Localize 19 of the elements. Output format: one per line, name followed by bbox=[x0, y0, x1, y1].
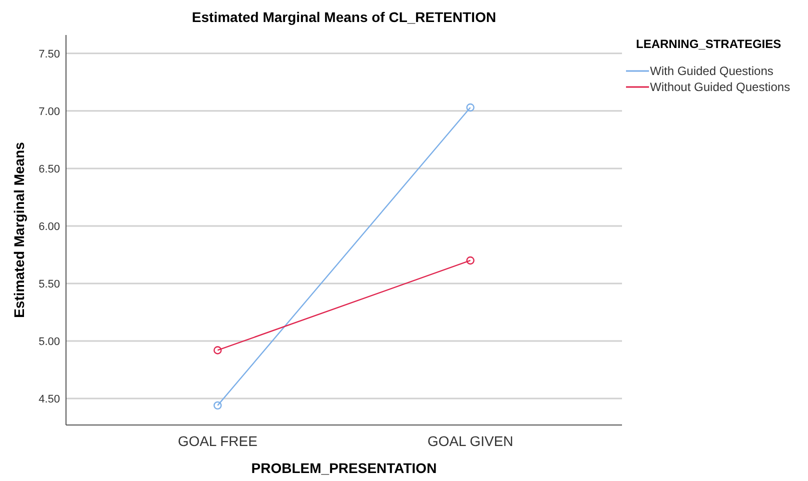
point bbox=[214, 401, 222, 410]
y-tick-label: 5.50 bbox=[38, 278, 60, 290]
legend-label: With Guided Questions bbox=[650, 64, 774, 78]
y-tick-label: 6.00 bbox=[38, 220, 60, 233]
point bbox=[214, 346, 222, 354]
legend-title: LEARNING_STRATEGIES bbox=[636, 37, 782, 51]
point bbox=[466, 103, 474, 112]
y-axis-title: Estimated Marginal Means bbox=[11, 142, 27, 318]
point bbox=[466, 256, 474, 265]
y-tick-label: 7.50 bbox=[38, 48, 60, 60]
chart-title: Estimated Marginal Means of CL_RETENTION bbox=[192, 9, 496, 25]
y-tick-label: 7.00 bbox=[38, 106, 60, 118]
x-tick-label: GOAL FREE bbox=[178, 433, 258, 449]
y-tick-label: 5.00 bbox=[38, 336, 60, 348]
y-tick-label: 4.50 bbox=[38, 393, 60, 406]
x-axis-title: PROBLEM_PRESENTATION bbox=[251, 460, 437, 476]
x-tick-label: GOAL GIVEN bbox=[427, 433, 514, 449]
legend-label: Without Guided Questions bbox=[650, 80, 790, 94]
y-tick-label: 6.50 bbox=[38, 163, 60, 176]
